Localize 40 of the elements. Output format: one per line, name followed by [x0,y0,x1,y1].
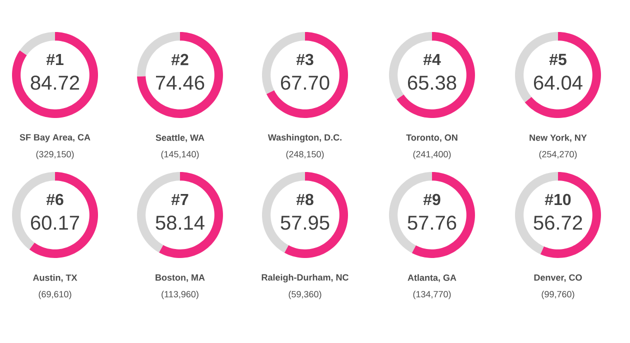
data-label: 65.38 [408,76,456,90]
data-label: 60.17 [31,216,80,230]
text: Denver, CO [534,274,582,282]
text: #3 [296,54,314,66]
text: #6 [46,194,64,206]
data-label: 64.04 [534,76,582,90]
text: New York, NY [530,134,587,142]
text: (248,150) [286,150,324,160]
text: Toronto, ON [406,134,458,142]
text: (134,770) [413,290,451,300]
data-label: 84.72 [30,76,80,90]
data-label: 58.14 [156,216,204,230]
text: (241,400) [413,150,451,160]
text: #8 [296,194,314,206]
text: (329,150) [36,150,74,160]
text: SF Bay Area, CA [20,134,90,142]
text: Boston, MA [156,274,205,282]
data-label: 74.46 [156,76,204,90]
data-label: 67.70 [281,76,330,90]
text: (145,140) [161,150,199,160]
text: #1 [46,54,64,66]
data-label: 56.72 [534,216,582,230]
text: (113,960) [162,290,198,300]
data-label: 57.76 [408,216,456,230]
text: Seattle, WA [156,134,204,142]
text: Raleigh-Durham, NC [262,274,349,282]
text: (59,360) [288,290,322,300]
text: (254,270) [539,150,577,160]
text: #4 [423,54,441,66]
text: (99,760) [542,290,574,300]
text: #2 [171,54,188,66]
text: #10 [544,194,571,206]
text: #9 [423,194,440,206]
text: #7 [171,194,188,206]
text: (69,610) [38,290,72,300]
text: Atlanta, GA [408,274,456,282]
data-label: 57.95 [280,216,330,230]
text: #5 [549,54,566,66]
text: Washington, D.C. [268,134,342,142]
text: Austin, TX [32,274,78,282]
